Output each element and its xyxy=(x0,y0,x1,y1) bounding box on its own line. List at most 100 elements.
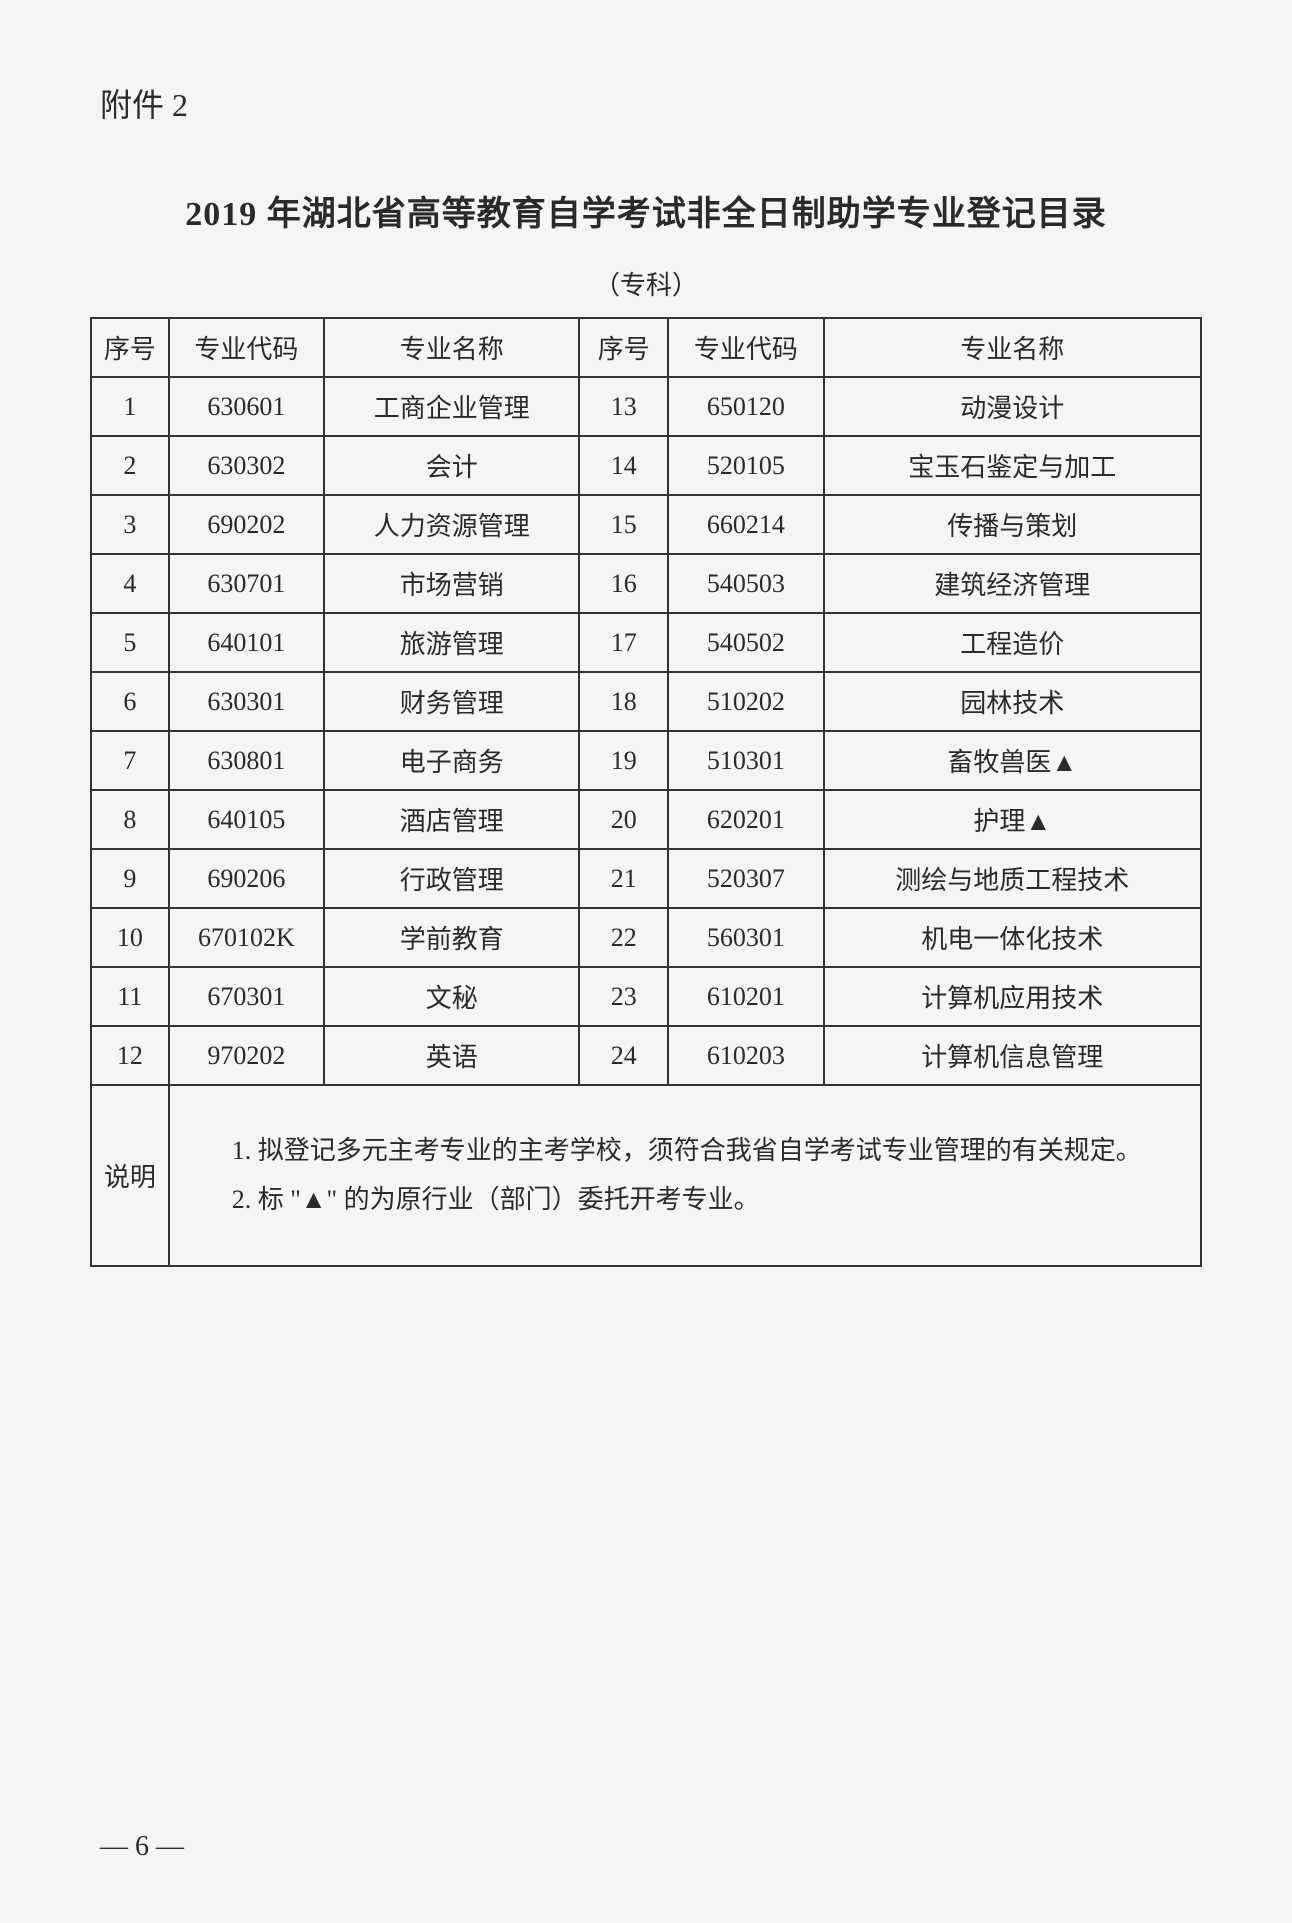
cell-seq: 7 xyxy=(91,731,169,790)
header-code2: 专业代码 xyxy=(668,318,823,377)
cell-name: 财务管理 xyxy=(324,672,579,731)
cell-name: 酒店管理 xyxy=(324,790,579,849)
cell-name2: 计算机信息管理 xyxy=(824,1026,1201,1085)
cell-seq2: 19 xyxy=(579,731,668,790)
cell-code: 640101 xyxy=(169,613,324,672)
cell-code: 690206 xyxy=(169,849,324,908)
cell-seq2: 15 xyxy=(579,495,668,554)
cell-seq: 4 xyxy=(91,554,169,613)
cell-name2: 护理▲ xyxy=(824,790,1201,849)
table-row: 3690202人力资源管理15660214传播与策划 xyxy=(91,495,1201,554)
notes-line-2: 2. 标 "▲" 的为原行业（部门）委托开考专业。 xyxy=(180,1175,1180,1224)
cell-name: 旅游管理 xyxy=(324,613,579,672)
header-code: 专业代码 xyxy=(169,318,324,377)
cell-seq: 6 xyxy=(91,672,169,731)
cell-code2: 650120 xyxy=(668,377,823,436)
table-row: 2630302会计14520105宝玉石鉴定与加工 xyxy=(91,436,1201,495)
cell-seq2: 14 xyxy=(579,436,668,495)
cell-name2: 工程造价 xyxy=(824,613,1201,672)
cell-name2: 机电一体化技术 xyxy=(824,908,1201,967)
cell-code2: 660214 xyxy=(668,495,823,554)
cell-name: 英语 xyxy=(324,1026,579,1085)
cell-seq: 10 xyxy=(91,908,169,967)
table-row: 11670301文秘23610201计算机应用技术 xyxy=(91,967,1201,1026)
cell-seq: 8 xyxy=(91,790,169,849)
header-seq2: 序号 xyxy=(579,318,668,377)
table-row: 9690206行政管理21520307测绘与地质工程技术 xyxy=(91,849,1201,908)
table-row: 6630301财务管理18510202园林技术 xyxy=(91,672,1201,731)
majors-table: 序号 专业代码 专业名称 序号 专业代码 专业名称 1630601工商企业管理1… xyxy=(90,317,1202,1267)
cell-seq: 2 xyxy=(91,436,169,495)
notes-content-cell: 1. 拟登记多元主考专业的主考学校，须符合我省自学考试专业管理的有关规定。 2.… xyxy=(169,1085,1201,1266)
cell-seq: 1 xyxy=(91,377,169,436)
cell-name2: 测绘与地质工程技术 xyxy=(824,849,1201,908)
cell-code2: 620201 xyxy=(668,790,823,849)
cell-seq: 9 xyxy=(91,849,169,908)
cell-code: 630801 xyxy=(169,731,324,790)
table-header-row: 序号 专业代码 专业名称 序号 专业代码 专业名称 xyxy=(91,318,1201,377)
header-name: 专业名称 xyxy=(324,318,579,377)
cell-code: 630601 xyxy=(169,377,324,436)
cell-code: 970202 xyxy=(169,1026,324,1085)
table-row: 7630801电子商务19510301畜牧兽医▲ xyxy=(91,731,1201,790)
cell-code: 670102K xyxy=(169,908,324,967)
cell-name2: 畜牧兽医▲ xyxy=(824,731,1201,790)
cell-name2: 园林技术 xyxy=(824,672,1201,731)
table-row: 12970202英语24610203计算机信息管理 xyxy=(91,1026,1201,1085)
cell-code2: 510301 xyxy=(668,731,823,790)
cell-code2: 540503 xyxy=(668,554,823,613)
table-row: 4630701市场营销16540503建筑经济管理 xyxy=(91,554,1201,613)
cell-code: 690202 xyxy=(169,495,324,554)
cell-name: 文秘 xyxy=(324,967,579,1026)
table-row: 8640105酒店管理20620201护理▲ xyxy=(91,790,1201,849)
table-row: 1630601工商企业管理13650120动漫设计 xyxy=(91,377,1201,436)
main-title: 2019 年湖北省高等教育自学考试非全日制助学专业登记目录 xyxy=(90,186,1202,235)
cell-code2: 520307 xyxy=(668,849,823,908)
notes-line-1: 1. 拟登记多元主考专业的主考学校，须符合我省自学考试专业管理的有关规定。 xyxy=(180,1126,1180,1175)
cell-code: 630301 xyxy=(169,672,324,731)
cell-name2: 计算机应用技术 xyxy=(824,967,1201,1026)
cell-seq: 11 xyxy=(91,967,169,1026)
cell-name: 人力资源管理 xyxy=(324,495,579,554)
cell-name: 学前教育 xyxy=(324,908,579,967)
table-row: 10670102K学前教育22560301机电一体化技术 xyxy=(91,908,1201,967)
cell-seq2: 24 xyxy=(579,1026,668,1085)
cell-name: 行政管理 xyxy=(324,849,579,908)
cell-code2: 510202 xyxy=(668,672,823,731)
cell-name: 工商企业管理 xyxy=(324,377,579,436)
cell-code2: 520105 xyxy=(668,436,823,495)
cell-seq2: 21 xyxy=(579,849,668,908)
cell-seq: 12 xyxy=(91,1026,169,1085)
cell-name2: 传播与策划 xyxy=(824,495,1201,554)
cell-seq2: 20 xyxy=(579,790,668,849)
page-number: — 6 — xyxy=(100,1831,184,1863)
cell-name2: 宝玉石鉴定与加工 xyxy=(824,436,1201,495)
header-name2: 专业名称 xyxy=(824,318,1201,377)
cell-code: 630701 xyxy=(169,554,324,613)
cell-name2: 动漫设计 xyxy=(824,377,1201,436)
cell-seq: 5 xyxy=(91,613,169,672)
header-seq: 序号 xyxy=(91,318,169,377)
cell-seq2: 23 xyxy=(579,967,668,1026)
cell-code2: 540502 xyxy=(668,613,823,672)
cell-code: 630302 xyxy=(169,436,324,495)
cell-name: 市场营销 xyxy=(324,554,579,613)
cell-seq2: 17 xyxy=(579,613,668,672)
cell-seq2: 22 xyxy=(579,908,668,967)
cell-seq: 3 xyxy=(91,495,169,554)
attachment-label: 附件 2 xyxy=(100,80,1202,126)
cell-code2: 560301 xyxy=(668,908,823,967)
notes-label-cell: 说明 xyxy=(91,1085,169,1266)
table-row: 5640101旅游管理17540502工程造价 xyxy=(91,613,1201,672)
notes-row: 说明 1. 拟登记多元主考专业的主考学校，须符合我省自学考试专业管理的有关规定。… xyxy=(91,1085,1201,1266)
cell-name: 电子商务 xyxy=(324,731,579,790)
cell-code2: 610203 xyxy=(668,1026,823,1085)
cell-seq2: 18 xyxy=(579,672,668,731)
subtitle: （专科） xyxy=(90,265,1202,302)
cell-seq2: 16 xyxy=(579,554,668,613)
cell-seq2: 13 xyxy=(579,377,668,436)
cell-code: 640105 xyxy=(169,790,324,849)
cell-code2: 610201 xyxy=(668,967,823,1026)
cell-name: 会计 xyxy=(324,436,579,495)
cell-name2: 建筑经济管理 xyxy=(824,554,1201,613)
